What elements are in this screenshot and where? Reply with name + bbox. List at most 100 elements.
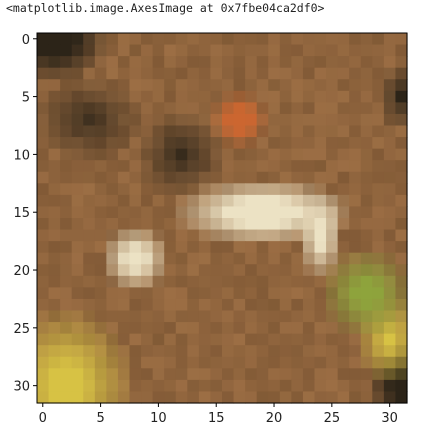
image-pixel (349, 379, 362, 393)
image-pixel (326, 368, 339, 381)
image-pixel (152, 90, 165, 103)
image-pixel (37, 218, 50, 231)
image-pixel (71, 44, 84, 57)
image-pixel (302, 310, 316, 323)
image-pixel (245, 264, 258, 277)
image-pixel (302, 287, 316, 300)
image-pixel (337, 125, 350, 138)
image-pixel (314, 79, 327, 92)
image-pixel (106, 56, 119, 69)
image-pixel (233, 287, 246, 300)
image-pixel (314, 102, 327, 115)
image-pixel (37, 171, 50, 184)
image-pixel (395, 44, 408, 57)
image-pixel (48, 287, 61, 300)
image-pixel (395, 333, 408, 346)
image-pixel (372, 391, 385, 404)
image-pixel (71, 345, 84, 358)
image-pixel (175, 33, 188, 46)
image-pixel (106, 148, 119, 161)
image-pixel (164, 356, 177, 369)
image-pixel (48, 206, 61, 219)
image-pixel (349, 322, 362, 335)
image-pixel (60, 102, 73, 115)
image-pixel (302, 252, 316, 265)
image-pixel (279, 44, 292, 57)
image-pixel (198, 194, 212, 208)
image-pixel (349, 229, 362, 242)
image-pixel (164, 102, 177, 115)
image-pixel (106, 171, 119, 184)
image-pixel (60, 229, 73, 242)
image-pixel (349, 310, 362, 323)
image-pixel (83, 90, 96, 103)
image-pixel (71, 137, 84, 150)
image-pixel (210, 298, 223, 312)
image-pixel (152, 241, 165, 254)
image-pixel (337, 79, 350, 92)
image-pixel (141, 229, 154, 242)
image-pixel (37, 322, 50, 335)
image-pixel (106, 379, 119, 393)
image-pixel (372, 125, 385, 138)
image-pixel (175, 194, 188, 208)
image-pixel (245, 333, 258, 346)
image-pixel (326, 322, 339, 335)
image-pixel (117, 368, 131, 381)
image-pixel (164, 137, 177, 150)
image-pixel (198, 44, 212, 57)
image-pixel (198, 113, 212, 127)
image-pixel (256, 56, 269, 69)
image-pixel (256, 356, 269, 369)
image-pixel (222, 322, 235, 335)
image-pixel (37, 298, 50, 312)
image-pixel (175, 287, 188, 300)
image-pixel (198, 56, 212, 69)
image-pixel (395, 356, 408, 369)
image-pixel (279, 206, 292, 219)
image-pixel (256, 391, 269, 404)
image-pixel (256, 275, 269, 288)
image-pixel (198, 102, 212, 115)
image-pixel (71, 67, 84, 80)
image-pixel (187, 368, 200, 381)
image-pixel (279, 113, 292, 127)
image-pixel (314, 252, 327, 265)
image-pixel (117, 90, 131, 103)
image-pixel (187, 148, 200, 161)
image-pixel (395, 171, 408, 184)
image-pixel (71, 125, 84, 138)
image-pixel (245, 287, 258, 300)
image-pixel (187, 229, 200, 242)
image-pixel (60, 252, 73, 265)
image-pixel (83, 183, 96, 196)
image-pixel (314, 287, 327, 300)
image-pixel (117, 113, 131, 127)
image-pixel (141, 137, 154, 150)
image-pixel (60, 310, 73, 323)
image-pixel (233, 56, 246, 69)
image-pixel (245, 79, 258, 92)
image-pixel (37, 160, 50, 173)
image-pixel (291, 333, 304, 346)
image-pixel (210, 160, 223, 173)
image-pixel (360, 44, 373, 57)
image-pixel (129, 113, 142, 127)
image-pixel (314, 67, 327, 80)
image-pixel (117, 241, 131, 254)
image-pixel (198, 229, 212, 242)
image-pixel (233, 298, 246, 312)
image-pixel (349, 113, 362, 127)
image-pixel (256, 241, 269, 254)
image-pixel (83, 229, 96, 242)
image-pixel (210, 79, 223, 92)
image-pixel (175, 356, 188, 369)
image-pixel (175, 345, 188, 358)
image-pixel (291, 79, 304, 92)
image-pixel (60, 391, 73, 404)
image-pixel (187, 125, 200, 138)
image-pixel (60, 322, 73, 335)
image-pixel (233, 333, 246, 346)
image-pixel (349, 218, 362, 231)
image-pixel (349, 368, 362, 381)
